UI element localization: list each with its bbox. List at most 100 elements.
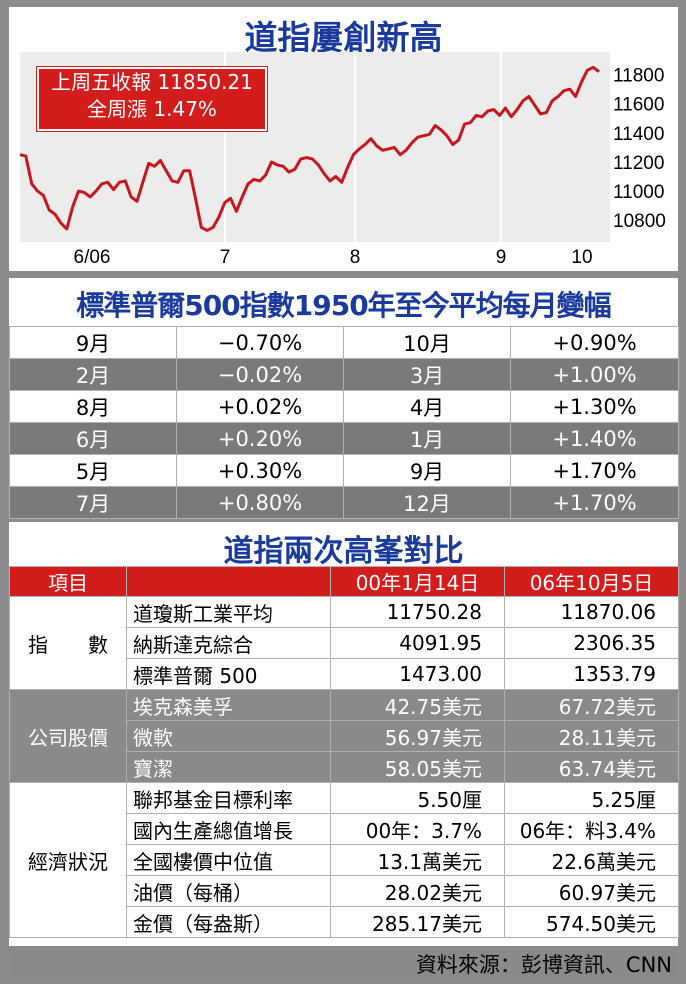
cmp-value-2006: 11870.06 xyxy=(504,596,679,628)
sp-change-cell: +0.20% xyxy=(176,422,344,455)
sp-month-cell: 4月 xyxy=(343,390,511,423)
cmp-item-name: 道瓊斯工業平均 xyxy=(126,596,331,628)
cmp-item-name: 寶潔 xyxy=(126,751,331,783)
cmp-item-name: 聯邦基金目標利率 xyxy=(126,782,331,814)
cmp-row: 微軟 56.97美元 28.11美元 xyxy=(10,720,679,752)
cmp-row: 國內生產總值增長 00年：3.7% 06年：料3.4% xyxy=(10,813,679,845)
y-tick-label: 10800 xyxy=(613,211,666,232)
callout-box: 上周五收報 11850.21 全周漲 1.47% xyxy=(37,67,267,131)
sp-row: 7月 +0.80% 12月 +1.70% xyxy=(9,486,679,519)
sp-month-cell: 9月 xyxy=(343,454,511,487)
y-tick-label: 11200 xyxy=(613,153,664,174)
dow-line-chart: 6/06 7 8 9 10 10800 11000 11200 11400 11600 11800 xyxy=(19,52,666,268)
x-tick-label: 6/06 xyxy=(74,247,111,268)
cmp-item-name: 微軟 xyxy=(126,720,331,752)
sp-change-cell: +0.90% xyxy=(510,326,679,359)
cmp-value-2006: 574.50美元 xyxy=(504,906,679,938)
cmp-value-2006: 60.97美元 xyxy=(504,875,679,907)
sp-row: 2月 −0.02% 3月 +1.00% xyxy=(9,358,679,391)
cmp-value-2000: 58.05美元 xyxy=(330,751,505,783)
sp-change-cell: +0.30% xyxy=(176,454,344,487)
sp-panel: 標準普爾500指數1950年至今平均每月變幅 9月 −0.70% 10月 +0.90%… xyxy=(9,278,679,519)
sp-month-cell: 1月 xyxy=(343,422,511,455)
x-tick-label: 10 xyxy=(571,247,592,268)
cmp-value-2006: 63.74美元 xyxy=(504,751,679,783)
cmp-value-2006: 28.11美元 xyxy=(504,720,679,752)
cmp-value-2000: 00年：3.7% xyxy=(330,813,505,845)
cmp-value-2000: 5.50厘 xyxy=(330,782,505,814)
sp-change-cell: +0.02% xyxy=(176,390,344,423)
sp-change-cell: +0.80% xyxy=(176,486,344,519)
sp-month-cell: 2月 xyxy=(9,358,177,391)
cmp-item-name: 納斯達克綜合 xyxy=(126,627,331,659)
sp-change-cell: −0.02% xyxy=(176,358,344,391)
header-blank xyxy=(126,566,331,597)
dow-chart-panel: 道指屢創新高 6/06 7 8 9 10 10800 11000 11200 11400 116… xyxy=(9,7,678,271)
y-tick-label: 11800 xyxy=(613,66,664,87)
sp-change-cell: +1.40% xyxy=(510,422,679,455)
sp-change-cell: +1.70% xyxy=(510,454,679,487)
group-econ-label: 經濟狀況 xyxy=(9,782,127,938)
header-item: 項目 xyxy=(9,566,127,597)
cmp-item-name: 標準普爾 500 xyxy=(126,658,331,690)
cmp-item-name: 油價（每桶） xyxy=(126,875,331,907)
sp-change-cell: +1.70% xyxy=(510,486,679,519)
cmp-row: 經濟狀況 聯邦基金目標利率 5.50厘 5.25厘 xyxy=(9,782,679,938)
x-tick-label: 8 xyxy=(350,247,361,268)
cmp-value-2006: 2306.35 xyxy=(504,627,679,659)
sp-month-cell: 12月 xyxy=(343,486,511,519)
cmp-value-2000: 285.17美元 xyxy=(330,906,505,938)
source-bar: 資料來源：彭博資訊、CNN xyxy=(9,946,678,978)
sp-month-cell: 10月 xyxy=(343,326,511,359)
cmp-value-2006: 67.72美元 xyxy=(504,689,679,721)
cmp-value-2006: 22.6萬美元 xyxy=(504,844,679,876)
callout-weekly-change: 全周漲 1.47% xyxy=(87,97,217,121)
cmp-item-name: 國內生產總值增長 xyxy=(126,813,331,845)
callout-close: 上周五收報 11850.21 xyxy=(51,70,253,94)
cmp-value-2000: 4091.95 xyxy=(330,627,505,659)
chart-title: 道指屢創新高 xyxy=(244,18,443,57)
source-note: 資料來源：彭博資訊、CNN xyxy=(415,953,672,977)
sp-row: 8月 +0.02% 4月 +1.30% xyxy=(9,390,679,423)
cmp-row: 全國樓價中位值 13.1萬美元 22.6萬美元 xyxy=(10,844,679,876)
group-stock-label: 公司股價 xyxy=(9,689,127,783)
x-tick-label: 9 xyxy=(496,247,507,268)
cmp-row: 金價（每盎斯） 285.17美元 574.50美元 xyxy=(10,906,679,938)
cmp-value-2000: 28.02美元 xyxy=(330,875,505,907)
cmp-value-2006: 5.25厘 xyxy=(504,782,679,814)
cmp-item-name: 全國樓價中位值 xyxy=(126,844,331,876)
sp-table-title: 標準普爾500指數1950年至今平均每月變幅 xyxy=(76,289,611,322)
cmp-header-row: 項目 00年1月14日 06年10月5日 xyxy=(9,566,679,597)
sp-change-cell: +1.30% xyxy=(510,390,679,423)
cmp-value-2006: 06年：料3.4% xyxy=(504,813,679,845)
sp-month-cell: 3月 xyxy=(343,358,511,391)
group-index-label: 指 數 xyxy=(9,596,127,690)
header-date-2006: 06年10月5日 xyxy=(504,566,679,597)
y-tick-label: 11400 xyxy=(613,124,664,145)
sp-row: 5月 +0.30% 9月 +1.70% xyxy=(9,454,679,487)
cmp-value-2000: 42.75美元 xyxy=(330,689,505,721)
cmp-value-2000: 1473.00 xyxy=(330,658,505,690)
sp-month-cell: 7月 xyxy=(9,486,177,519)
cmp-item-name: 埃克森美孚 xyxy=(126,689,331,721)
sp-change-cell: +1.00% xyxy=(510,358,679,391)
cmp-row: 油價（每桶） 28.02美元 60.97美元 xyxy=(10,875,679,907)
cmp-value-2000: 56.97美元 xyxy=(330,720,505,752)
comparison-table: 項目 00年1月14日 06年10月5日 指 數道瓊斯工業平均 11750.28 1… xyxy=(9,566,679,938)
cmp-value-2000: 13.1萬美元 xyxy=(330,844,505,876)
x-tick-label: 7 xyxy=(220,247,231,268)
cmp-item-name: 金價（每盎斯） xyxy=(126,906,331,938)
cmp-row: 公司股價 埃克森美孚 42.75美元 67.72美元 xyxy=(9,689,679,783)
y-tick-label: 11000 xyxy=(613,182,664,203)
sp-monthly-table: 9月 −0.70% 10月 +0.90% 2月 −0.02% 3月 +1.00% 8月 +0.02… xyxy=(9,326,679,519)
sp-change-cell: −0.70% xyxy=(176,326,344,359)
header-date-2000: 00年1月14日 xyxy=(330,566,505,597)
sp-row: 6月 +0.20% 1月 +1.40% xyxy=(9,422,679,455)
sp-month-cell: 6月 xyxy=(9,422,177,455)
cmp-table-title: 道指兩次高峯對比 xyxy=(223,534,464,569)
sp-month-cell: 5月 xyxy=(9,454,177,487)
cmp-value-2006: 1353.79 xyxy=(504,658,679,690)
sp-month-cell: 8月 xyxy=(9,390,177,423)
sp-month-cell: 9月 xyxy=(9,326,177,359)
sp-row: 9月 −0.70% 10月 +0.90% xyxy=(9,326,679,359)
